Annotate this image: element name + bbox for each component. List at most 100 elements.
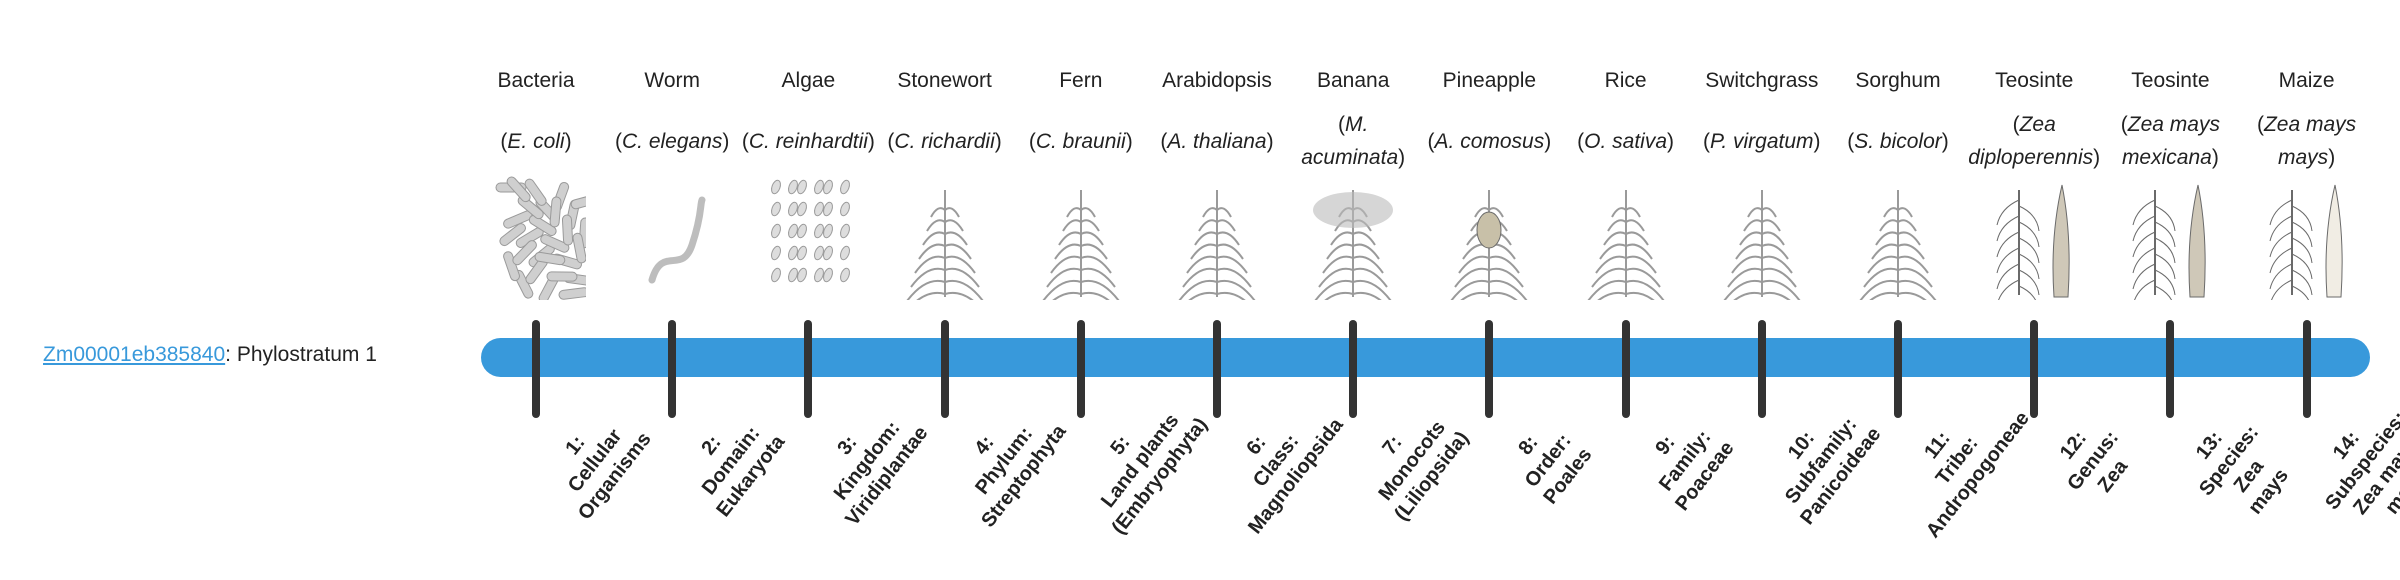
- common-name: Maize: [2278, 69, 2335, 92]
- stratum-label: 3: Kingdom: Viridiplantae: [792, 379, 943, 543]
- teosinte-illustration: [1984, 175, 2084, 312]
- species-binomial: M. acuminata: [1301, 113, 1399, 169]
- species-text: (S. bicolor): [1847, 129, 1949, 153]
- species-name: (M. acuminata): [1285, 108, 1421, 174]
- species-name: (O. sativa): [1558, 108, 1694, 174]
- species-binomial: C. elegans: [621, 129, 723, 153]
- stratum-tick: [1621, 320, 1630, 418]
- stratum-tick: [532, 320, 540, 418]
- arabidopsis-illustration: [1167, 175, 1267, 316]
- stratum-tick: [2030, 320, 2039, 418]
- common-name: Switchgrass: [1705, 69, 1819, 92]
- stratum-label: 10: Subfamily: Panicoideae: [1746, 379, 1897, 543]
- gene-id-link[interactable]: Zm00001eb385840: [43, 343, 226, 366]
- stratum-tick: [1894, 320, 1902, 418]
- pineapple-illustration: [1439, 175, 1539, 316]
- species-text: (C. reinhardtii): [741, 129, 875, 153]
- stonewort-illustration: [895, 175, 995, 316]
- stratum-tick: [668, 320, 677, 418]
- species-binomial: E. coli: [507, 129, 565, 153]
- species-name: (S. bicolor): [1830, 108, 1966, 174]
- stratum-tick: [1485, 320, 1494, 418]
- species-name: (C. elegans): [604, 108, 740, 174]
- species-binomial: A. thaliana: [1167, 129, 1267, 153]
- common-name: Algae: [781, 69, 836, 92]
- common-name: Worm: [644, 69, 700, 92]
- stratum-tick: [940, 320, 949, 418]
- phylostratum-timeline-bar: [481, 338, 2370, 377]
- maize-illustration: [2257, 175, 2357, 312]
- species-name: (A. comosus): [1421, 108, 1557, 174]
- stratum-label: 5: Land plants (Embryophyta): [1065, 379, 1216, 543]
- stratum-label: 6: Class: Magnoliopsida: [1201, 379, 1352, 543]
- stratum-tick: [1757, 320, 1766, 418]
- stratum-tick: [1076, 320, 1085, 418]
- species-name: (P. virgatum): [1694, 108, 1830, 174]
- species-name: (C. richardii): [877, 108, 1013, 174]
- common-name: Teosinte: [2131, 69, 2210, 92]
- common-name: Arabidopsis: [1162, 69, 1272, 92]
- gene-phylostratum-label: Zm00001eb385840: Phylostratum 1: [43, 340, 377, 370]
- species-binomial: A. comosus: [1434, 129, 1545, 153]
- stratum-tick: [2166, 320, 2175, 418]
- stratum-label: 9: Family: Poaceae: [1609, 379, 1760, 543]
- species-text: (Zea diploperennis): [1968, 113, 2101, 169]
- species-text: (P. virgatum): [1703, 129, 1821, 153]
- species-text: (C. braunii): [1028, 129, 1133, 153]
- stratum-label: 2: Domain: Eukaryota: [656, 379, 807, 543]
- species-name: (C. braunii): [1013, 108, 1149, 174]
- common-name: Banana: [1316, 69, 1390, 92]
- rice-illustration: [1576, 175, 1676, 316]
- stratum-tick: [2302, 320, 2311, 418]
- stratum-tick: [1213, 320, 1221, 418]
- species-text: (M. acuminata): [1301, 113, 1406, 169]
- species-text: (C. elegans): [614, 129, 730, 153]
- species-name: (E. coli): [468, 108, 604, 174]
- sorghum-illustration: [1848, 175, 1948, 316]
- common-name: Stonewort: [897, 69, 992, 92]
- common-name: Fern: [1059, 69, 1103, 92]
- stratum-label: 7: Monocots (Liliopsida): [1337, 379, 1488, 543]
- species-binomial: S. bicolor: [1854, 129, 1942, 153]
- common-name: Teosinte: [1995, 69, 2074, 92]
- common-name: Sorghum: [1855, 69, 1941, 92]
- common-name: Rice: [1604, 69, 1647, 92]
- stratum-tick: [804, 320, 813, 418]
- species-binomial: O. sativa: [1584, 129, 1668, 153]
- species-text: (C. richardii): [887, 129, 1002, 153]
- species-text: (A. thaliana): [1160, 129, 1274, 153]
- worm-illustration: [622, 175, 722, 300]
- species-name: (A. thaliana): [1149, 108, 1285, 174]
- species-binomial: Zea diploperennis: [1968, 113, 2094, 169]
- species-binomial: C. richardii: [894, 129, 995, 153]
- species-name: (Zea mays mexicana): [2102, 108, 2238, 174]
- fern-illustration: [1031, 175, 1131, 316]
- species-text: (A. comosus): [1427, 129, 1552, 153]
- switchgrass-illustration: [1712, 175, 1812, 316]
- species-name: (Zea mays mays): [2239, 108, 2375, 174]
- stratum-label: 13: Species: Zea mays: [2154, 379, 2325, 559]
- species-text: (O. sativa): [1577, 129, 1675, 153]
- stratum-label: 8: Order: Poales: [1473, 379, 1624, 543]
- algae-illustration: [758, 175, 858, 300]
- bacteria-illustration: [486, 175, 602, 304]
- stratum-label: 4: Phylum: Streptophyta: [928, 379, 1079, 543]
- banana-illustration: [1303, 175, 1403, 316]
- species-text: (E. coli): [500, 129, 572, 153]
- species-binomial: C. reinhardtii: [748, 129, 868, 153]
- common-name: Bacteria: [497, 69, 575, 92]
- stratum-label: 12: Genus: Zea: [2018, 379, 2169, 543]
- species-name: (C. reinhardtii): [740, 108, 876, 174]
- phylostratum-text: : Phylostratum 1: [225, 343, 377, 366]
- stratum-label: 11: Tribe: Andropogoneae: [1882, 379, 2034, 543]
- teosinte-mexicana-illustration: [2120, 175, 2220, 312]
- species-binomial: Zea mays mexicana: [2121, 113, 2220, 169]
- common-name: Pineapple: [1442, 69, 1537, 92]
- species-text: (Zea mays mexicana): [2120, 113, 2220, 169]
- stratum-tick: [1349, 320, 1358, 418]
- species-binomial: P. virgatum: [1710, 129, 1814, 153]
- species-text: (Zea mays mays): [2256, 113, 2357, 169]
- species-binomial: Zea mays mays: [2263, 113, 2357, 169]
- species-binomial: C. braunii: [1035, 129, 1126, 153]
- stratum-label: 1: Cellular Organisms: [520, 379, 671, 543]
